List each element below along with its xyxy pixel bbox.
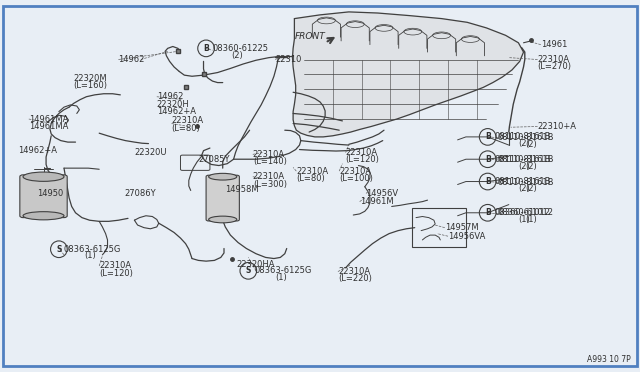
- Text: 08363-6125G: 08363-6125G: [64, 245, 122, 254]
- Text: B: B: [485, 208, 490, 217]
- Text: (L=220): (L=220): [338, 275, 372, 283]
- Text: 14962+A: 14962+A: [18, 146, 57, 155]
- Text: 14956VA: 14956VA: [448, 232, 485, 241]
- Text: 22310A: 22310A: [538, 55, 570, 64]
- Ellipse shape: [23, 212, 64, 220]
- Text: (1): (1): [518, 215, 530, 224]
- Text: (2): (2): [518, 140, 530, 148]
- Text: 08360-61012: 08360-61012: [494, 208, 550, 217]
- Text: 14956V: 14956V: [366, 189, 398, 198]
- Text: 14961MA: 14961MA: [29, 122, 68, 131]
- Text: (L=300): (L=300): [253, 180, 287, 189]
- Text: 08363-6125G: 08363-6125G: [255, 266, 312, 275]
- Text: 22310A: 22310A: [172, 116, 204, 125]
- Text: 22320U: 22320U: [134, 148, 167, 157]
- Text: 14957M: 14957M: [445, 223, 479, 232]
- Text: (1): (1): [84, 251, 96, 260]
- Text: 08110-8161B: 08110-8161B: [494, 132, 550, 141]
- Text: 22310A: 22310A: [339, 167, 371, 176]
- Text: 27085Y: 27085Y: [198, 155, 230, 164]
- Text: 08110-8161B: 08110-8161B: [494, 177, 550, 186]
- Text: (L=270): (L=270): [538, 62, 572, 71]
- Text: S: S: [56, 245, 61, 254]
- Text: B: B: [485, 155, 490, 164]
- Text: 22310A: 22310A: [346, 148, 378, 157]
- Text: (2): (2): [525, 140, 536, 149]
- Text: 08110-8161B: 08110-8161B: [494, 155, 550, 164]
- Text: 27086Y: 27086Y: [125, 189, 156, 198]
- Text: FRONT: FRONT: [294, 32, 325, 41]
- Text: (2): (2): [525, 185, 536, 193]
- Ellipse shape: [23, 172, 64, 181]
- Text: (L=100): (L=100): [339, 174, 373, 183]
- Text: 14961: 14961: [541, 40, 567, 49]
- Text: B: B: [485, 177, 490, 186]
- Text: 22310A: 22310A: [99, 262, 131, 270]
- Text: 22310A: 22310A: [338, 267, 370, 276]
- FancyBboxPatch shape: [20, 175, 67, 218]
- Text: 14962+A: 14962+A: [157, 107, 196, 116]
- Text: B: B: [485, 132, 490, 141]
- Text: 22310A: 22310A: [253, 172, 285, 181]
- Text: (L=160): (L=160): [74, 81, 108, 90]
- Text: (L=80): (L=80): [296, 174, 325, 183]
- Text: 22320H: 22320H: [157, 100, 189, 109]
- Text: 14958M: 14958M: [225, 185, 259, 194]
- Ellipse shape: [209, 216, 237, 223]
- Text: 14961MA: 14961MA: [29, 115, 68, 124]
- Text: 22310: 22310: [275, 55, 301, 64]
- Text: 14962: 14962: [157, 92, 183, 101]
- Text: 08110-8161B: 08110-8161B: [498, 155, 554, 164]
- Text: (2): (2): [518, 162, 530, 171]
- Text: (1): (1): [525, 215, 536, 224]
- Text: 14961M: 14961M: [360, 197, 394, 206]
- Text: 08360-61012: 08360-61012: [498, 208, 554, 217]
- Text: 08110-8161B: 08110-8161B: [498, 133, 554, 142]
- Text: (2): (2): [518, 184, 530, 193]
- Polygon shape: [292, 12, 524, 137]
- Text: A993 10 7P: A993 10 7P: [587, 355, 630, 364]
- Text: B: B: [204, 44, 209, 53]
- Text: S: S: [246, 266, 251, 275]
- Ellipse shape: [209, 173, 237, 180]
- Text: 22310A: 22310A: [253, 150, 285, 159]
- Text: 22310+A: 22310+A: [538, 122, 577, 131]
- Text: 08110-8161B: 08110-8161B: [498, 178, 554, 187]
- Text: (L=120): (L=120): [346, 155, 380, 164]
- Text: 22320HA: 22320HA: [237, 260, 275, 269]
- Text: 22310A: 22310A: [296, 167, 328, 176]
- Text: 08360-61225: 08360-61225: [212, 44, 269, 53]
- Text: (2): (2): [525, 162, 536, 171]
- FancyBboxPatch shape: [206, 175, 239, 221]
- Text: (1): (1): [275, 273, 287, 282]
- Text: (2): (2): [232, 51, 243, 60]
- Text: (L=80): (L=80): [172, 124, 200, 133]
- Text: (L=140): (L=140): [253, 157, 287, 166]
- Text: 14950: 14950: [37, 189, 63, 198]
- Text: 14962: 14962: [118, 55, 145, 64]
- Text: (L=120): (L=120): [99, 269, 133, 278]
- Text: 22320M: 22320M: [74, 74, 108, 83]
